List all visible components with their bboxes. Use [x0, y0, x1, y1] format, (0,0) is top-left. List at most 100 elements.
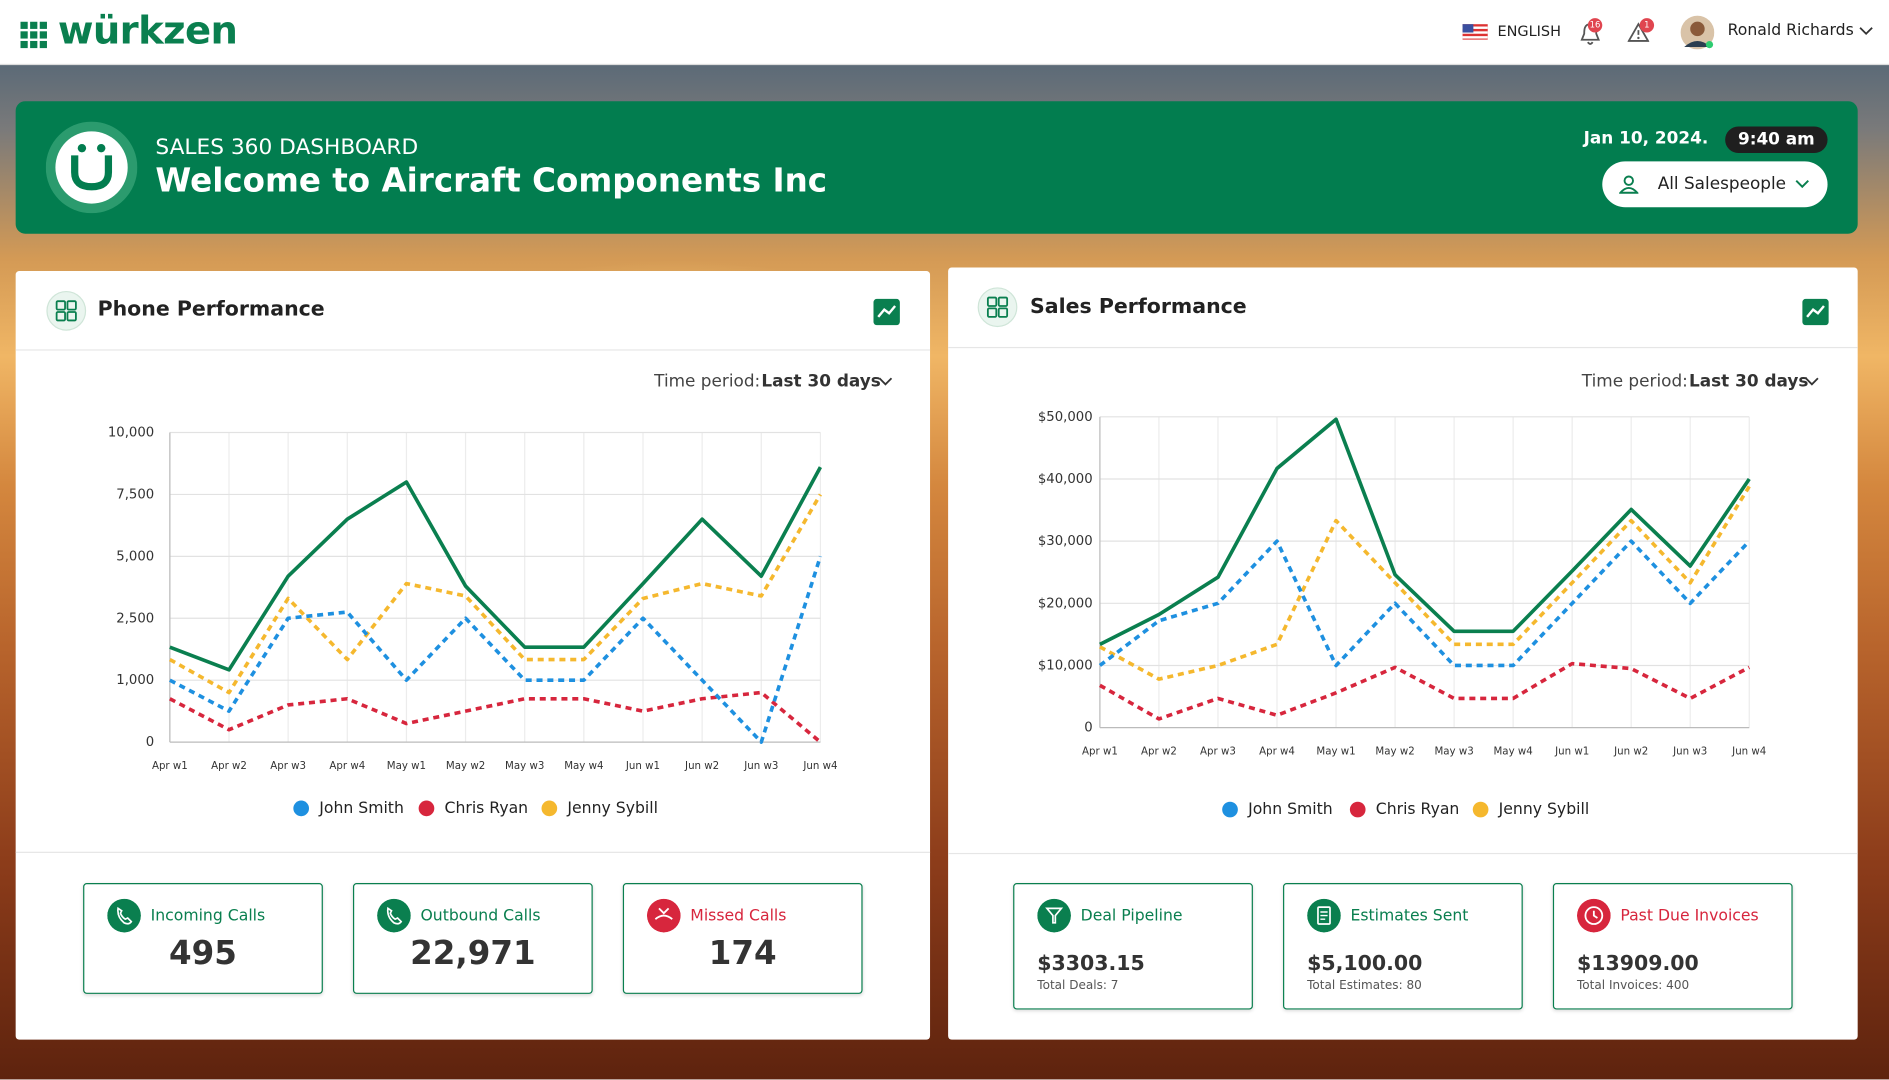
y-tick-label: 2,500 [116, 611, 154, 626]
flag-icon [1462, 24, 1488, 40]
panel-icon [46, 290, 87, 331]
alert-icon[interactable] [1627, 22, 1650, 44]
stat-card: Incoming Calls 495 [83, 883, 323, 994]
card-title: Incoming Calls [150, 907, 266, 926]
top-bar: würkzen ENGLISH 16 1 Ronald Richards [0, 0, 1889, 66]
legend-swatch [1472, 801, 1489, 818]
chart-button[interactable] [873, 298, 900, 326]
logo[interactable]: würkzen [57, 7, 238, 54]
period-select[interactable]: Last 30 days [1689, 372, 1809, 392]
card-value: $13909.00 [1576, 951, 1699, 976]
x-tick-label: Apr w3 [270, 760, 306, 772]
card-note: Total Estimates: 80 [1307, 979, 1422, 993]
card-title: Missed Calls [690, 907, 787, 926]
chevron[interactable] [1805, 377, 1819, 388]
card-value: 495 [169, 934, 237, 973]
x-tick-label: Jun w3 [1672, 746, 1707, 758]
y-tick-label: $50,000 [1038, 410, 1093, 425]
card-title: Past Due Invoices [1620, 907, 1759, 926]
card-value: $5,100.00 [1307, 951, 1423, 976]
legend-label: Jenny Sybill [1498, 799, 1590, 818]
legend-swatch [1222, 801, 1238, 818]
stat-card: Deal Pipeline $3303.15 Total Deals: 7 [1013, 883, 1253, 1010]
card-note: Total Deals: 7 [1037, 979, 1119, 993]
salespeople-filter[interactable]: All Salespeople [1602, 161, 1828, 208]
x-tick-label: Jun w1 [1554, 746, 1589, 758]
x-tick-label: Jun w4 [802, 760, 837, 772]
user-name[interactable]: Ronald Richards [1727, 21, 1854, 40]
card-title: Estimates Sent [1350, 907, 1469, 926]
funnel-icon [1037, 898, 1071, 933]
x-tick-label: Apr w2 [211, 760, 247, 772]
x-tick-label: Apr w4 [1259, 746, 1295, 758]
x-tick-label: May w1 [387, 760, 426, 772]
stat-card: Outbound Calls 22,971 [352, 883, 593, 994]
series-line [1098, 539, 1751, 668]
x-tick-label: May w3 [505, 760, 544, 772]
card-title: Deal Pipeline [1080, 907, 1183, 926]
alert-badge: 1 [1639, 18, 1655, 33]
phone-icon [107, 898, 141, 933]
card-value: $3303.15 [1037, 951, 1145, 976]
clock-icon [1576, 898, 1611, 933]
phone-icon [377, 898, 411, 933]
x-tick-label: May w1 [1316, 746, 1355, 758]
legend-swatch [541, 800, 558, 817]
filter-label: All Salespeople [1657, 174, 1787, 194]
y-tick-label: 7,500 [116, 487, 154, 502]
stat-card: Past Due Invoices $13909.00 Total Invoic… [1552, 883, 1793, 1010]
panel-title: Phone Performance [97, 297, 325, 322]
avatar[interactable] [1680, 15, 1715, 50]
series-line [169, 690, 822, 744]
chevron[interactable] [1859, 25, 1873, 37]
x-tick-label: May w4 [1493, 746, 1532, 758]
chevron[interactable] [878, 377, 893, 388]
series-line [169, 466, 823, 672]
legend-label: John Smith [1247, 799, 1333, 818]
stat-card: Estimates Sent $5,100.00 Total Estimates… [1283, 883, 1523, 1010]
x-tick-label: Apr w3 [1200, 746, 1236, 758]
banner-logo [45, 121, 138, 214]
y-tick-label: $40,000 [1038, 472, 1093, 487]
y-tick-label: $20,000 [1038, 596, 1093, 611]
time: 9:40 am [1725, 126, 1828, 153]
series-line [1099, 661, 1751, 721]
missed-icon [646, 898, 681, 933]
x-tick-label: Apr w4 [329, 760, 365, 772]
y-tick-label: 10,000 [108, 425, 154, 440]
estimate-icon [1307, 898, 1341, 933]
panel-icon [977, 287, 1018, 328]
y-tick-label: 0 [146, 735, 154, 750]
chart-button[interactable] [1802, 298, 1829, 326]
legend-swatch [1349, 801, 1366, 818]
panel-title: Sales Performance [1030, 295, 1247, 320]
legend-swatch [418, 800, 435, 817]
welcome-banner: SALES 360 DASHBOARD Welcome to Aircraft … [15, 101, 1858, 234]
date: Jan 10, 2024. [1583, 128, 1709, 149]
y-tick-label: $10,000 [1038, 658, 1093, 673]
x-tick-label: Apr w1 [152, 760, 188, 772]
series-line [168, 493, 822, 695]
x-tick-label: Jun w3 [743, 760, 778, 772]
x-tick-label: Apr w2 [1141, 746, 1177, 758]
x-tick-label: May w2 [446, 760, 485, 772]
period-select[interactable]: Last 30 days [761, 372, 881, 392]
legend-label: Chris Ryan [445, 798, 529, 817]
card-value: 174 [708, 934, 777, 973]
period-label: Time period: [1581, 372, 1688, 392]
x-tick-label: Apr w1 [1082, 746, 1118, 758]
legend-label: John Smith [318, 798, 404, 817]
legend-label: Chris Ryan [1376, 799, 1460, 818]
apps-icon[interactable] [20, 21, 47, 49]
series-line [169, 555, 823, 744]
x-tick-label: May w4 [564, 760, 603, 772]
stat-card: Missed Calls 174 [622, 883, 863, 994]
divider [948, 346, 1858, 349]
x-tick-label: Jun w1 [625, 760, 660, 772]
language[interactable]: ENGLISH [1497, 22, 1561, 40]
x-tick-label: Jun w2 [1613, 746, 1648, 758]
banner-title: Welcome to Aircraft Components Inc [155, 162, 828, 200]
y-tick-label: $30,000 [1038, 534, 1093, 549]
